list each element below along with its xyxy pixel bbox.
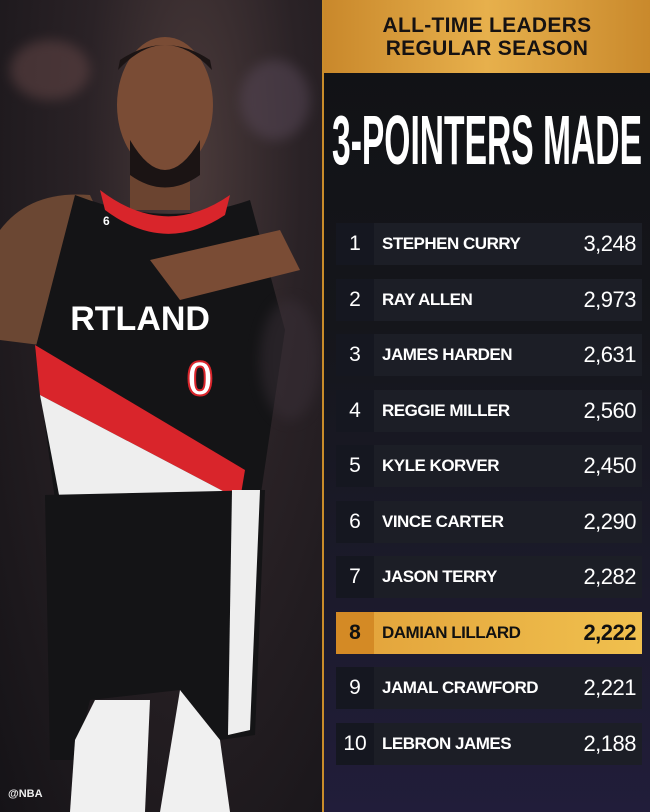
header-line-1: ALL-TIME LEADERS	[382, 13, 592, 37]
player-name: VINCE CARTER	[382, 511, 504, 531]
header-banner: ALL-TIME LEADERS REGULAR SEASON	[324, 0, 650, 73]
stat-title-graphic: 3-POINTERS MADE	[332, 104, 642, 174]
leader-row: 8 DAMIAN LILLARD 2,222	[336, 611, 642, 654]
stat-title: 3-POINTERS MADE	[332, 104, 644, 174]
leader-row: 2 RAY ALLEN 2,973	[336, 278, 642, 321]
player-name: KYLE KORVER	[382, 456, 500, 475]
rank-cell: 5	[336, 445, 374, 487]
three-pointers-value: 2,290	[583, 508, 636, 534]
leader-row: 9 JAMAL CRAWFORD 2,221	[336, 667, 642, 709]
leader-row: 3 JAMES HARDEN 2,631	[336, 334, 642, 376]
leaders-panel: ALL-TIME LEADERS REGULAR SEASON 3-POINTE…	[322, 0, 650, 812]
three-pointers-value: 3,248	[583, 231, 636, 256]
player-name: DAMIAN LILLARD	[382, 622, 521, 642]
three-pointers-value: 2,222	[583, 619, 636, 645]
three-pointers-value: 2,450	[583, 453, 636, 478]
sleeve-number: 6	[103, 214, 110, 228]
rank-cell: 3	[336, 334, 374, 376]
player-name: REGGIE MILLER	[382, 400, 510, 420]
rank-cell: 2	[336, 278, 374, 321]
three-pointers-value: 2,188	[583, 730, 636, 756]
leader-row: 6 VINCE CARTER 2,290	[336, 500, 642, 543]
leader-row: 5 KYLE KORVER 2,450	[336, 445, 642, 487]
rank-cell: 10	[336, 722, 374, 765]
jersey-text: RTLAND	[70, 300, 210, 338]
rank-cell: 9	[336, 667, 374, 709]
three-pointers-value: 2,560	[583, 397, 636, 423]
leader-row: 7 JASON TERRY 2,282	[336, 556, 642, 598]
player-name: LEBRON JAMES	[382, 733, 512, 753]
stat-title-text: 3-POINTERS MADE	[332, 104, 642, 174]
rank-cell: 1	[336, 223, 374, 265]
rank-cell: 7	[336, 556, 374, 598]
player-name: JASON TERRY	[382, 567, 497, 586]
player-name: STEPHEN CURRY	[382, 234, 521, 253]
three-pointers-value: 2,282	[583, 564, 636, 589]
leader-row: 10 LEBRON JAMES 2,188	[336, 722, 642, 765]
rank-cell: 6	[336, 500, 374, 543]
rank-cell: 4	[336, 389, 374, 432]
rank-cell: 8	[336, 611, 374, 654]
leader-row: 4 REGGIE MILLER 2,560	[336, 389, 642, 432]
player-name: JAMAL CRAWFORD	[382, 678, 539, 697]
three-pointers-value: 2,221	[583, 675, 636, 700]
player-name: RAY ALLEN	[382, 289, 473, 309]
player-figure: RTLAND 0 6	[0, 37, 300, 812]
three-pointers-value: 2,973	[583, 286, 636, 312]
jersey-number: 0	[187, 353, 214, 406]
nba-watermark: @NBA	[8, 788, 43, 800]
player-name: JAMES HARDEN	[382, 345, 513, 364]
header-line-2: REGULAR SEASON	[385, 36, 589, 60]
leader-row: 1 STEPHEN CURRY 3,248	[336, 223, 642, 265]
three-pointers-value: 2,631	[583, 342, 636, 367]
player-photo: RTLAND 0 6 @NBA	[0, 0, 322, 812]
